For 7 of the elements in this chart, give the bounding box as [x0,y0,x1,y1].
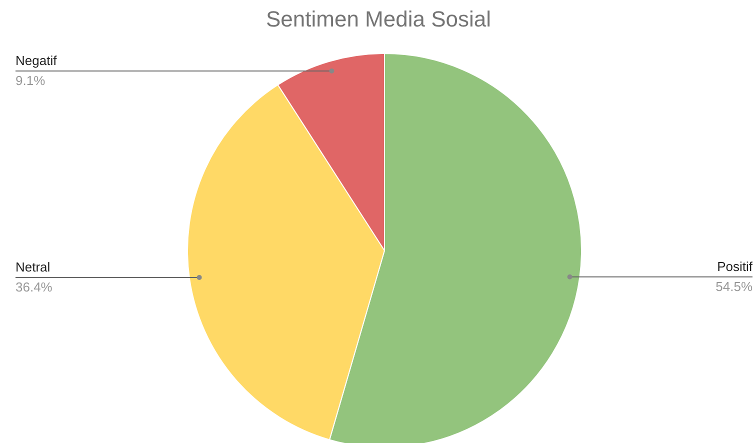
data-label: 9.1% [16,72,46,88]
data-label: 54.5% [716,278,753,294]
slice-label: Negatif [16,52,58,68]
data-label: 36.4% [16,279,53,294]
slice-label: Positif [717,258,753,274]
chart-title: Sentimen Media Sosial [266,6,492,32]
slice-label: Netral [16,259,50,274]
